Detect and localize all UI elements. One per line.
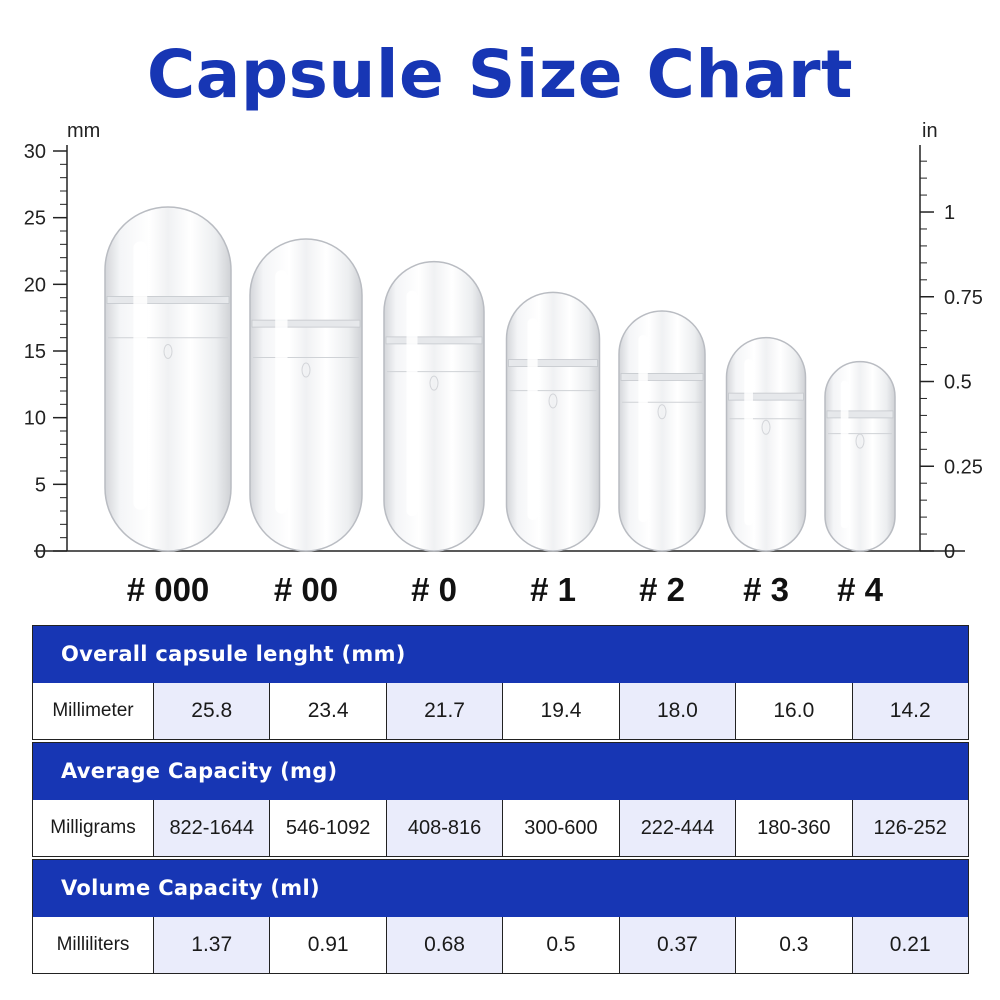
table-cell: 23.4 xyxy=(269,683,385,739)
capsule-mark xyxy=(505,291,601,552)
table-cell: 822-1644 xyxy=(153,800,270,856)
table-cell: 14.2 xyxy=(851,683,968,739)
table-cell: 126-252 xyxy=(851,800,968,856)
capsule-mark xyxy=(725,336,807,552)
table-cell: 0.21 xyxy=(851,917,968,973)
table-cell: 0.68 xyxy=(385,917,503,973)
table-cell: 0.91 xyxy=(269,917,385,973)
capsule-mark xyxy=(618,310,706,552)
table-row: Milliliters 1.37 0.91 0.68 0.5 0.37 0.3 … xyxy=(33,917,968,973)
capsule-highlight xyxy=(527,318,538,520)
capsule-dimple xyxy=(548,393,558,409)
table-cell: 18.0 xyxy=(618,683,736,739)
right-axis-unit: in xyxy=(922,120,938,142)
table-capacity-mg: Average Capacity (mg) Milligrams 822-164… xyxy=(32,742,969,857)
left-tick-label: 30 xyxy=(24,141,46,163)
table-cell: 222-444 xyxy=(618,800,736,856)
table-cell: 0.3 xyxy=(735,917,851,973)
category-label: # 000 xyxy=(127,571,210,608)
capsule-band xyxy=(385,336,483,345)
capsule-band xyxy=(826,410,894,419)
capsule-dimple xyxy=(429,375,439,391)
capsule-dimple xyxy=(855,433,865,449)
right-tick-label: 0 xyxy=(944,541,955,563)
capsule-size-chart: 0 5 10 15 20 25 30 mm 0 0.25 0.5 0.75 1 in # 000 # 00 #… xyxy=(24,120,983,608)
capsule-body xyxy=(383,260,485,552)
category-label: # 00 xyxy=(274,571,338,608)
table-cell: 16.0 xyxy=(735,683,851,739)
capsule-highlight xyxy=(275,270,288,514)
row-label: Milligrams xyxy=(50,817,136,838)
table-cell: 25.8 xyxy=(153,683,270,739)
capsule-band xyxy=(106,296,230,304)
capsule-highlight xyxy=(840,380,849,529)
row-label: Milliliters xyxy=(56,934,130,955)
capsule-dimple xyxy=(163,343,173,359)
capsule-mark xyxy=(249,238,363,552)
row-label: Millimeter xyxy=(52,700,134,721)
capsule-body xyxy=(505,291,601,552)
table-cell: 546-1092 xyxy=(269,800,385,856)
left-tick-label: 5 xyxy=(35,474,46,496)
capsule-band xyxy=(620,372,704,381)
table-cell: 0.37 xyxy=(618,917,736,973)
capsule-body xyxy=(618,310,706,552)
table-header: Average Capacity (mg) xyxy=(33,743,968,800)
table-cell: 300-600 xyxy=(502,800,618,856)
table-cell: 180-360 xyxy=(735,800,851,856)
table-cell: 21.7 xyxy=(385,683,503,739)
category-label: # 0 xyxy=(411,571,457,608)
category-label: # 3 xyxy=(743,571,789,608)
capsule-highlight xyxy=(638,335,648,523)
capsule-dimple xyxy=(761,419,771,435)
capsule-body xyxy=(725,336,807,552)
page-title: Capsule Size Chart xyxy=(146,36,854,113)
right-tick-label: 0.25 xyxy=(944,456,983,478)
right-tick-label: 0.5 xyxy=(944,372,972,394)
capsule-dimple xyxy=(657,404,667,420)
capsule-mark xyxy=(104,206,232,552)
capsule-highlight xyxy=(133,241,148,510)
capsule-band xyxy=(728,392,804,401)
category-label: # 1 xyxy=(530,571,576,608)
left-tick-label: 15 xyxy=(24,341,46,363)
category-label: # 2 xyxy=(639,571,685,608)
table-length: Overall capsule lenght (mm) Millimeter 2… xyxy=(32,625,969,740)
left-tick-label: 20 xyxy=(24,274,46,296)
left-tick-label: 10 xyxy=(24,408,46,430)
capsule-body xyxy=(249,238,363,552)
right-tick-label: 0.75 xyxy=(944,287,983,309)
capsule-mark xyxy=(824,360,896,552)
table-cell: 19.4 xyxy=(502,683,618,739)
table-header: Overall capsule lenght (mm) xyxy=(33,626,968,683)
table-row: Milligrams 822-1644 546-1092 408-816 300… xyxy=(33,800,968,856)
category-label: # 4 xyxy=(837,571,884,608)
table-cell: 408-816 xyxy=(385,800,503,856)
capsule-mark xyxy=(383,260,485,552)
table-cell: 0.5 xyxy=(502,917,618,973)
capsule-band xyxy=(508,359,598,367)
left-axis-unit: mm xyxy=(67,120,100,142)
capsule-highlight xyxy=(744,359,753,526)
left-tick-label: 0 xyxy=(35,541,46,563)
capsule-dimple xyxy=(301,362,311,378)
table-volume-ml: Volume Capacity (ml) Milliliters 1.37 0.… xyxy=(32,859,969,974)
table-row: Millimeter 25.8 23.4 21.7 19.4 18.0 16.0… xyxy=(33,683,968,739)
left-tick-label: 25 xyxy=(24,208,46,230)
table-header: Volume Capacity (ml) xyxy=(33,860,968,917)
capsule-body xyxy=(824,360,896,552)
table-cell: 1.37 xyxy=(153,917,270,973)
capsule-band xyxy=(251,319,361,328)
right-tick-label: 1 xyxy=(944,202,955,224)
capsule-highlight xyxy=(406,290,418,517)
capsule-body xyxy=(104,206,232,552)
